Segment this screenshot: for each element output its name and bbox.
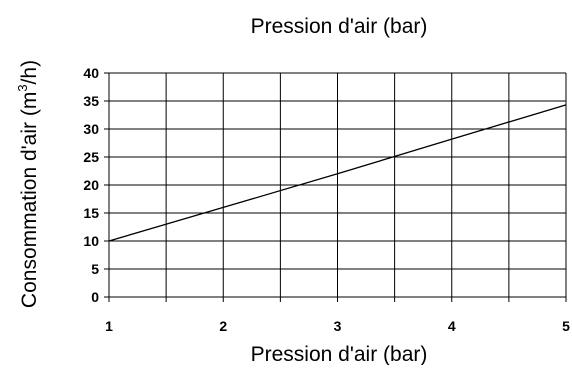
- y-tick-label: 5: [91, 261, 99, 277]
- grid: [104, 72, 567, 302]
- y-axis-ticks: 0 5 10 15 20 25 30 35 40: [83, 65, 99, 305]
- series-line: [108, 104, 567, 242]
- y-axis-label-suffix: /h): [18, 60, 41, 85]
- y-tick-label: 15: [83, 205, 99, 221]
- y-axis-label-superscript: 3: [15, 84, 30, 91]
- x-axis-ticks: 1 2 3 4 5: [105, 318, 570, 334]
- y-axis-label-prefix: Consommation d'air (m: [18, 92, 41, 308]
- y-tick-label: 25: [83, 149, 99, 165]
- x-tick-label: 2: [219, 318, 227, 334]
- chart-title: Pression d'air (bar): [251, 15, 428, 38]
- y-tick-label: 35: [83, 93, 99, 109]
- x-axis-label: Pression d'air (bar): [251, 343, 428, 365]
- y-tick-label: 0: [91, 289, 99, 305]
- x-tick-label: 1: [105, 318, 113, 334]
- series-layer: [108, 104, 567, 242]
- y-tick-label: 40: [83, 65, 99, 81]
- y-axis-label: Consommation d'air (m3/h): [15, 60, 41, 308]
- y-tick-label: 10: [83, 233, 99, 249]
- y-tick-label: 30: [83, 121, 99, 137]
- x-tick-label: 5: [562, 318, 570, 334]
- x-tick-label: 3: [334, 318, 342, 334]
- y-tick-label: 20: [83, 177, 99, 193]
- x-tick-label: 4: [448, 318, 456, 334]
